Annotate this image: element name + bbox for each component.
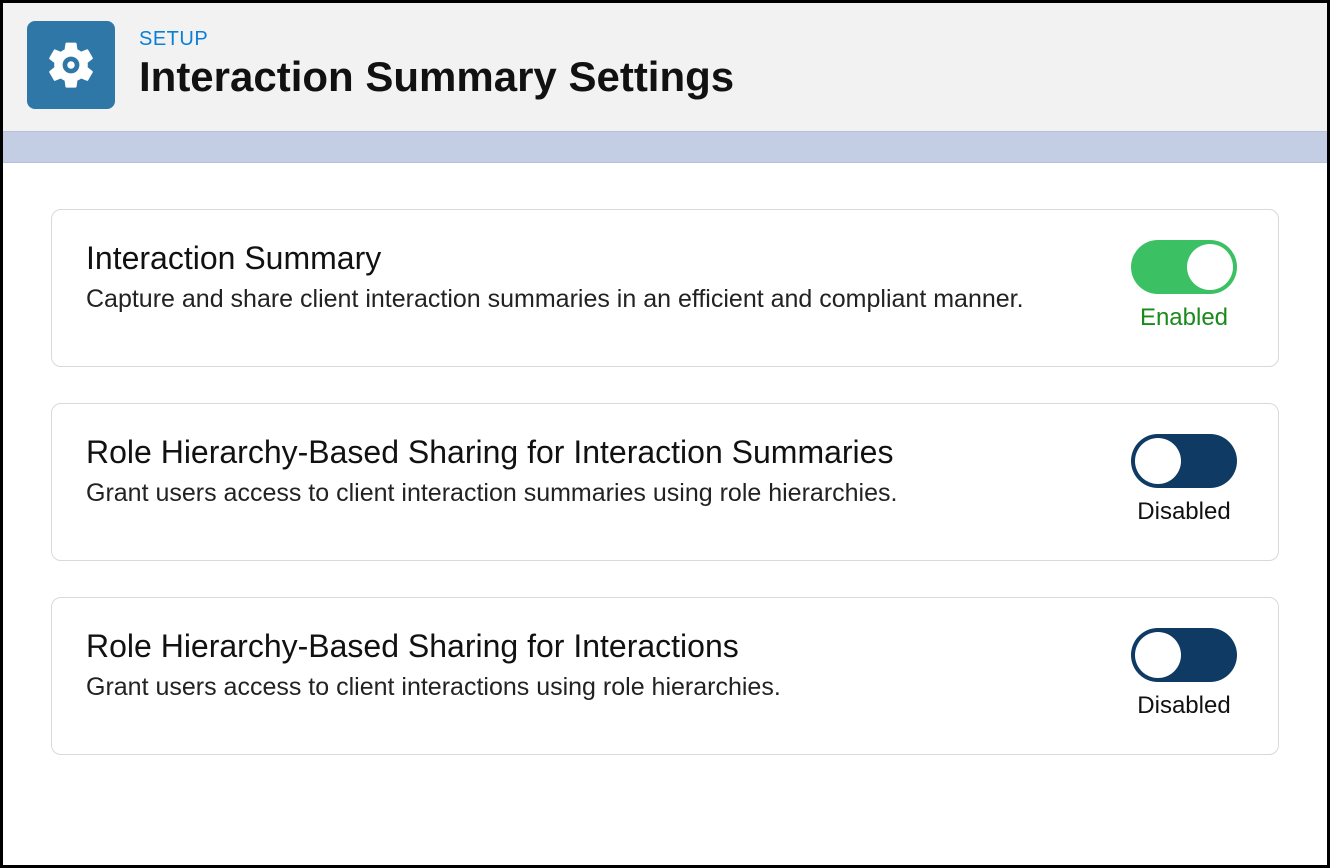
toggle-column: Disabled (1124, 434, 1244, 526)
settings-content: Interaction Summary Capture and share cl… (3, 163, 1327, 775)
toggle-status-label: Enabled (1140, 304, 1228, 332)
page-title: Interaction Summary Settings (139, 53, 734, 101)
toggle-column: Disabled (1124, 628, 1244, 720)
toggle-knob (1135, 438, 1181, 484)
header-text: SETUP Interaction Summary Settings (139, 28, 734, 101)
setting-card-role-hierarchy-summaries: Role Hierarchy-Based Sharing for Interac… (51, 403, 1279, 561)
setting-title: Interaction Summary (86, 240, 1094, 277)
header-icon-container (27, 21, 115, 109)
toggle-role-hierarchy-interactions[interactable] (1131, 628, 1237, 682)
toggle-interaction-summary[interactable] (1131, 240, 1237, 294)
divider-band (3, 131, 1327, 163)
setting-description: Grant users access to client interaction… (86, 477, 1094, 510)
toggle-status-label: Disabled (1137, 692, 1230, 720)
setting-text: Interaction Summary Capture and share cl… (86, 240, 1094, 316)
setting-text: Role Hierarchy-Based Sharing for Interac… (86, 628, 1094, 704)
setting-title: Role Hierarchy-Based Sharing for Interac… (86, 434, 1094, 471)
setting-description: Capture and share client interaction sum… (86, 283, 1094, 316)
setting-card-interaction-summary: Interaction Summary Capture and share cl… (51, 209, 1279, 367)
page-header: SETUP Interaction Summary Settings (3, 3, 1327, 131)
toggle-knob (1187, 244, 1233, 290)
toggle-column: Enabled (1124, 240, 1244, 332)
toggle-knob (1135, 632, 1181, 678)
setting-title: Role Hierarchy-Based Sharing for Interac… (86, 628, 1094, 665)
setting-card-role-hierarchy-interactions: Role Hierarchy-Based Sharing for Interac… (51, 597, 1279, 755)
toggle-role-hierarchy-summaries[interactable] (1131, 434, 1237, 488)
toggle-status-label: Disabled (1137, 498, 1230, 526)
gear-icon (43, 37, 99, 93)
setting-description: Grant users access to client interaction… (86, 671, 1094, 704)
breadcrumb: SETUP (139, 28, 734, 51)
setting-text: Role Hierarchy-Based Sharing for Interac… (86, 434, 1094, 510)
